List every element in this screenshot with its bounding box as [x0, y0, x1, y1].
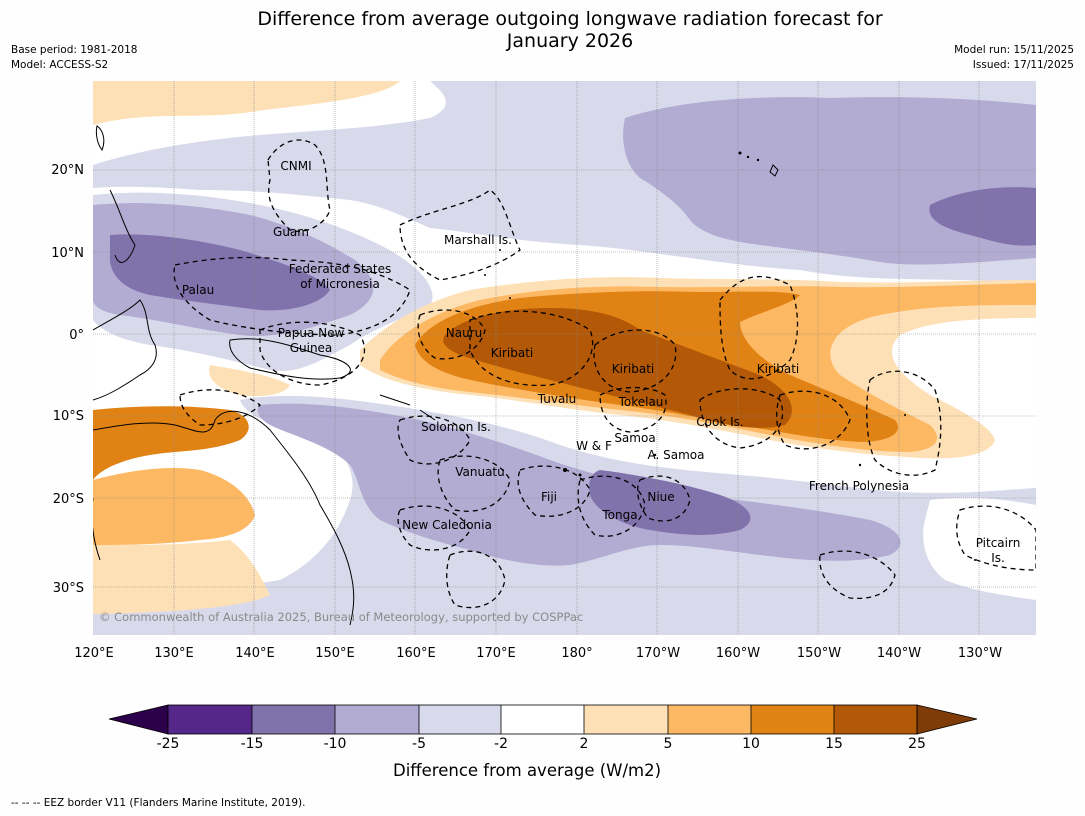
label-solomon-islands: Solomon Is.	[421, 420, 491, 434]
colorbar-extend-high	[916, 704, 978, 735]
colorbar-dividers	[251, 705, 835, 734]
label-fsm-line1: Federated States	[289, 262, 391, 276]
lat-tick: 0°	[69, 328, 84, 343]
colorbar-frame	[167, 704, 918, 735]
colorbar-label: 25	[908, 736, 926, 752]
label-american-samoa: A. Samoa	[648, 448, 705, 462]
anomaly-region	[109, 234, 330, 311]
label-marshall-islands: Marshall Is.	[444, 233, 512, 247]
anomaly-region	[93, 81, 400, 125]
colorbar-label: 5	[663, 736, 673, 752]
label-french-polynesia: French Polynesia	[809, 479, 909, 493]
anomaly-region	[929, 187, 1036, 246]
eez-legend-note: -- -- -- EEZ border V11 (Flanders Marine…	[11, 797, 306, 809]
lon-tick: 160°W	[716, 646, 760, 661]
colorbar-title: Difference from average (W/m2)	[393, 761, 662, 780]
label-nauru: Nauru	[446, 326, 482, 340]
colorbar-label: -5	[412, 736, 426, 752]
label-png-line1: Papua New	[278, 326, 345, 340]
colorbar-label: -15	[240, 736, 264, 752]
lon-tick: 160°E	[396, 646, 436, 661]
label-png-line2: Guinea	[290, 341, 333, 355]
anomaly-region	[93, 540, 270, 614]
colorbar-swatch	[751, 705, 834, 734]
lon-tick: 140°E	[235, 646, 275, 661]
model-name: Model: ACCESS-S2	[11, 59, 109, 71]
anomaly-region	[623, 97, 1036, 265]
label-kiribati-west: Kiribati	[491, 346, 533, 360]
label-tuvalu: Tuvalu	[537, 392, 577, 406]
lon-tick-labels: 120°E 130°E 140°E 150°E 160°E 170°E 180°…	[74, 646, 1002, 661]
colorbar-swatch	[668, 705, 751, 734]
eez-borders	[173, 139, 1036, 609]
colorbar-label: 15	[825, 736, 843, 752]
label-cnmi: CNMI	[280, 159, 311, 173]
label-kiribati-east: Kiribati	[757, 362, 799, 376]
colorbar-extend-low	[108, 704, 169, 735]
label-fiji: Fiji	[541, 490, 557, 504]
label-palau: Palau	[182, 283, 214, 297]
lon-tick: 150°W	[797, 646, 841, 661]
label-niue: Niue	[647, 490, 674, 504]
coastlines	[93, 125, 779, 626]
title-line-1: Difference from average outgoing longwav…	[257, 8, 883, 30]
islands	[484, 151, 976, 561]
label-vanuatu: Vanuatu	[455, 465, 505, 479]
lon-tick: 170°E	[476, 646, 516, 661]
anomaly-region	[589, 470, 751, 535]
label-fsm-line2: of Micronesia	[300, 277, 380, 291]
map-panel: CNMI Guam Marshall Is. Federated States …	[93, 81, 1036, 635]
anomaly-region	[923, 497, 1036, 600]
lat-tick: 20°S	[53, 492, 84, 507]
meta-right: Model run: 15/11/2025 Issued: 17/11/2025	[954, 43, 1074, 73]
lon-tick: 150°E	[315, 646, 355, 661]
lat-tick: 30°S	[53, 581, 84, 596]
colorbar-swatch	[168, 705, 252, 734]
region-labels: CNMI Guam Marshall Is. Federated States …	[182, 159, 1020, 565]
colorbar-label: -10	[323, 736, 347, 752]
meta-left: Base period: 1981-2018 Model: ACCESS-S2	[11, 43, 137, 73]
label-wallis-futuna: W & F	[576, 439, 612, 453]
anomaly-region	[93, 468, 255, 545]
issued-date: Issued: 17/11/2025	[972, 59, 1074, 71]
colorbar-label: -2	[494, 736, 508, 752]
colorbar-swatch	[252, 705, 335, 734]
label-pitcairn-line2: Is.	[991, 551, 1005, 565]
lon-tick: 120°E	[74, 646, 114, 661]
colorbar-swatch	[419, 705, 501, 734]
model-run: Model run: 15/11/2025	[954, 44, 1074, 56]
colorbar	[108, 704, 978, 735]
lat-tick: 20°N	[51, 163, 84, 178]
label-samoa: Samoa	[614, 431, 655, 445]
label-kiribati-central: Kiribati	[612, 362, 654, 376]
base-period: Base period: 1981-2018	[11, 44, 138, 56]
lon-tick: 170°W	[636, 646, 680, 661]
label-tonga: Tonga	[601, 508, 637, 522]
colorbar-label: 2	[579, 736, 589, 752]
colorbar-swatch	[335, 705, 419, 734]
label-cook-islands: Cook Is.	[696, 415, 743, 429]
label-pitcairn-line1: Pitcairn	[976, 536, 1021, 550]
anomaly-region	[443, 308, 792, 428]
lon-tick: 140°W	[877, 646, 921, 661]
copyright-text: © Commonwealth of Australia 2025, Bureau…	[99, 610, 583, 624]
colorbar-swatch	[501, 705, 584, 734]
lon-tick: 180°	[561, 646, 592, 661]
lon-tick: 130°E	[154, 646, 194, 661]
label-guam: Guam	[273, 225, 309, 239]
lat-tick: 10°S	[53, 409, 84, 424]
lon-tick: 130°W	[958, 646, 1002, 661]
anomaly-region	[209, 365, 290, 397]
label-tokelau: Tokelau	[618, 395, 664, 409]
lat-tick-labels: 20°N 10°N 0° 10°S 20°S 30°S	[51, 163, 84, 596]
lat-tick: 10°N	[51, 246, 84, 261]
label-new-caledonia: New Caledonia	[402, 518, 492, 532]
map-title: Difference from average outgoing longwav…	[0, 8, 1085, 52]
colorbar-label: 10	[742, 736, 760, 752]
colorbar-swatch	[834, 705, 917, 734]
colorbar-swatch	[584, 705, 668, 734]
colorbar-label: -25	[156, 736, 180, 752]
title-line-2: January 2026	[506, 30, 634, 52]
